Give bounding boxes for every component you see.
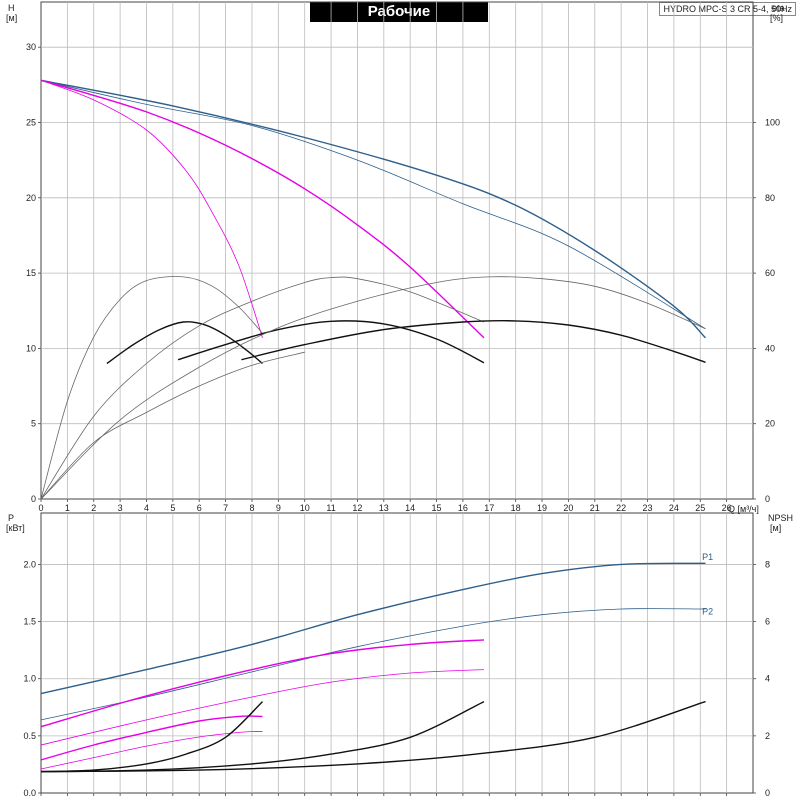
top-y2-axis-label: eta: [772, 3, 785, 13]
y2-tick-label: 20: [765, 419, 775, 429]
x-tick-label: 2: [91, 503, 96, 513]
y-tick-label: 25: [26, 117, 36, 127]
top-y-axis-label: H: [8, 3, 15, 13]
x-tick-label: 1: [65, 503, 70, 513]
power-npsh-chart: P [кВт] NPSH [м] 0.0 0.5 1.0 1.5 2.0 0 2 4 6 8 P1 P…: [6, 512, 793, 798]
x-tick-label: 9: [276, 503, 281, 513]
x-tick-label: 12: [352, 503, 362, 513]
series-line-10: [40, 351, 305, 500]
bottom-y2-axis-label: NPSH: [768, 513, 793, 523]
series-line-4: [40, 715, 263, 761]
x-tick-label: 5: [170, 503, 175, 513]
top-x-axis-label: Q [м³/ч]: [728, 504, 759, 514]
curve-label: P2: [702, 607, 713, 617]
y-tick-label: 15: [26, 268, 36, 278]
x-tick-label: 11: [326, 503, 335, 513]
x-tick-label: 25: [695, 503, 705, 513]
series-line-5: [40, 276, 263, 500]
x-tick-label: 19: [537, 503, 547, 513]
series-line-8: [40, 700, 706, 773]
series-line-0: [40, 562, 706, 695]
plot-frame: [40, 1, 754, 500]
curve-label: P1: [702, 552, 713, 562]
series-line-5: [40, 730, 263, 770]
x-tick-label: 16: [458, 503, 468, 513]
x-tick-label: 17: [484, 503, 494, 513]
series-line-0: [40, 79, 707, 339]
chart-title: Рабочие характеристики: [310, 2, 488, 40]
x-tick-label: 15: [432, 503, 442, 513]
y2-tick-label: 6: [765, 617, 770, 627]
series-line-3: [40, 669, 485, 746]
x-tick-label: 7: [223, 503, 228, 513]
x-tick-label: 0: [38, 503, 43, 513]
x-tick-label: 24: [669, 503, 679, 513]
series-line-7: [40, 700, 485, 773]
y2-tick-label: 80: [765, 193, 775, 203]
series-line-2: [40, 79, 485, 339]
x-tick-label: 14: [405, 503, 415, 513]
bottom-y-axis-unit: [кВт]: [6, 523, 25, 533]
bottom-y-axis-label: P: [8, 513, 14, 523]
y-tick-label: 1.5: [23, 617, 36, 627]
series-line-7: [40, 276, 485, 500]
x-tick-label: 22: [616, 503, 626, 513]
series-line-3: [40, 79, 263, 339]
x-tick-label: 18: [511, 503, 521, 513]
x-tick-label: 13: [379, 503, 389, 513]
y-tick-label: 2.0: [23, 559, 36, 569]
y-tick-label: 20: [26, 193, 36, 203]
x-tick-label: 26: [722, 503, 732, 513]
y2-tick-label: 40: [765, 343, 775, 353]
y2-tick-label: 8: [765, 559, 770, 569]
top-y2-axis-unit: [%]: [770, 13, 783, 23]
y2-tick-label: 60: [765, 268, 775, 278]
y-tick-label: 30: [26, 42, 36, 52]
series-line-1: [40, 608, 706, 721]
series-line-4: [106, 321, 263, 365]
bottom-y2-axis-unit: [м]: [770, 523, 781, 533]
y-tick-label: 0: [31, 494, 36, 504]
x-tick-label: 10: [300, 503, 310, 513]
y-tick-label: 10: [26, 343, 36, 353]
x-tick-label: 8: [249, 503, 254, 513]
series-line-9: [40, 276, 706, 500]
y-tick-label: 0.5: [23, 731, 36, 741]
y2-tick-label: 100: [765, 117, 780, 127]
x-tick-label: 23: [643, 503, 653, 513]
head-efficiency-chart: H [м] eta [%] Q [м³/ч] 0 1 2 3 4 5 6 7 8 9 10 11 12 1…: [6, 1, 785, 514]
series-line-1: [40, 79, 706, 330]
x-tick-label: 3: [118, 503, 123, 513]
x-tick-label: 21: [590, 503, 600, 513]
y-tick-label: 1.0: [23, 674, 36, 684]
x-tick-label: 20: [563, 503, 573, 513]
y-tick-label: 0.0: [23, 788, 36, 798]
x-tick-label: 6: [197, 503, 202, 513]
y2-tick-label: 0: [765, 494, 770, 504]
series-line-6: [40, 701, 263, 773]
x-tick-label: 4: [144, 503, 149, 513]
series-line-8: [241, 319, 706, 363]
y2-tick-label: 2: [765, 731, 770, 741]
series-line-6: [177, 320, 485, 364]
y2-tick-label: 0: [765, 788, 770, 798]
plot-frame: [40, 512, 754, 794]
series-line-2: [40, 639, 485, 728]
top-y-axis-unit: [м]: [6, 13, 17, 23]
y-tick-label: 5: [31, 419, 36, 429]
y2-tick-label: 4: [765, 674, 770, 684]
